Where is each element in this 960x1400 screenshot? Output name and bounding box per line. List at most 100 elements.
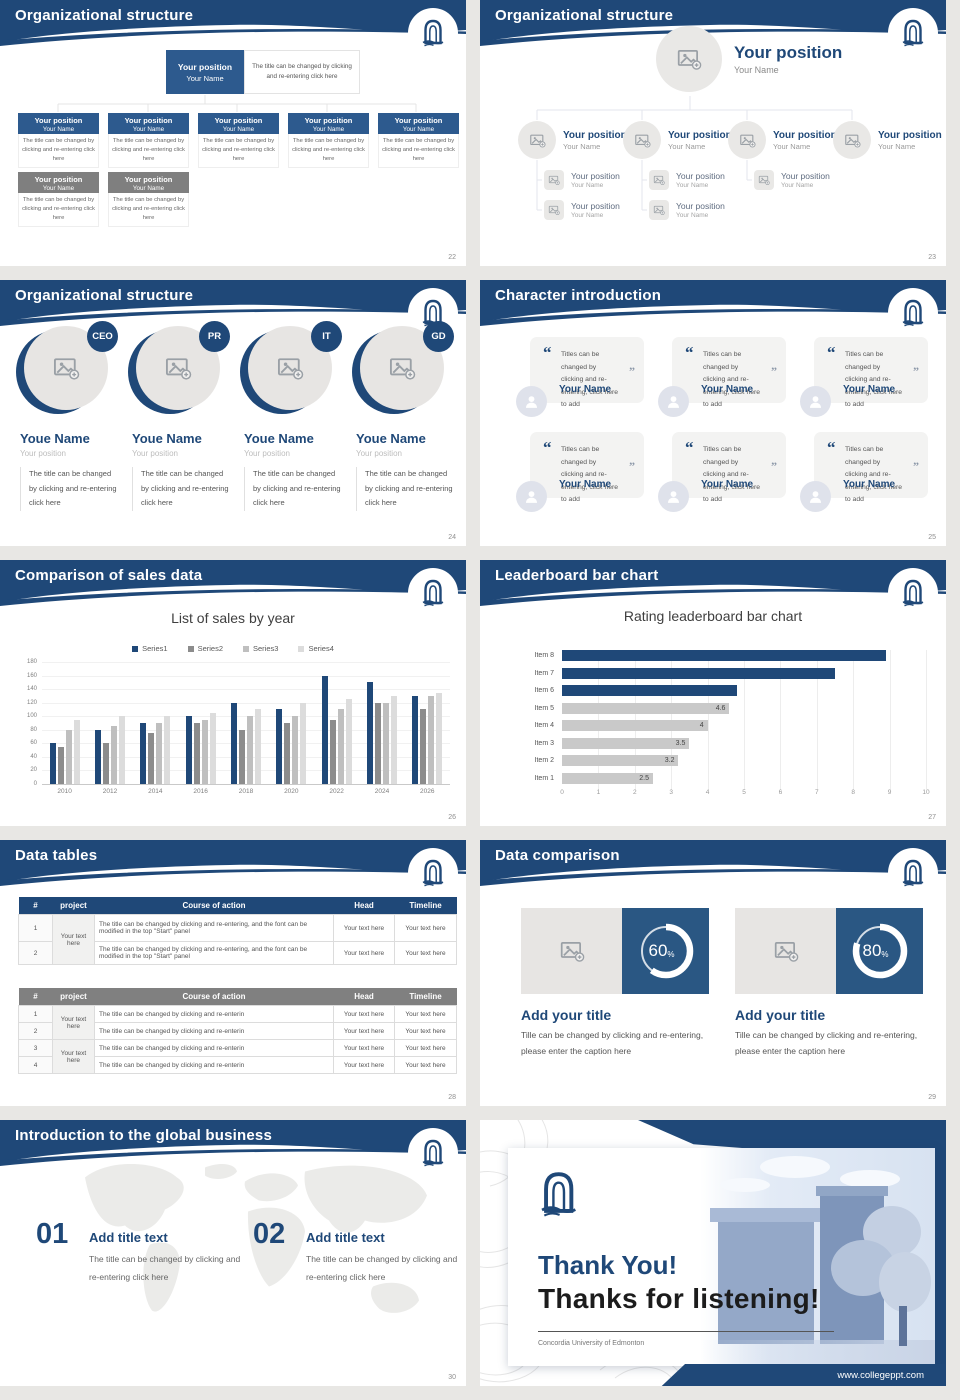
slide-23-organizational-structure[interactable]: Organizational structure Your position Y…	[480, 0, 946, 266]
name-label: Your Name	[668, 141, 706, 151]
quote-card: “ Titles can be changed by clicking and …	[516, 337, 644, 417]
name-label: Your Name	[312, 126, 345, 133]
thanks-for-listening-text: Thanks for listening!	[538, 1283, 820, 1314]
gridline	[671, 650, 673, 790]
bar-series2	[238, 729, 245, 784]
avatar	[516, 481, 547, 512]
node-desc: The title can be changed by clicking and…	[378, 134, 459, 168]
person-icon	[525, 396, 538, 408]
bar-value-label: 4	[699, 722, 704, 730]
page-number: 28	[448, 1094, 456, 1101]
bar-series3	[156, 723, 163, 784]
org-subnode: Your position Your Name	[544, 200, 620, 220]
org-subnode: Your position Your Name	[649, 170, 725, 190]
image-placeholder	[735, 908, 836, 994]
org-node: Your position Your Name The title can be …	[18, 172, 99, 227]
org-row-1: Your position Your Name The title can be …	[18, 113, 459, 168]
table-row: 2 The title can be changed by clicking a…	[18, 941, 457, 965]
close-quote-icon: ”	[629, 459, 635, 473]
team-members-row: CEO Youe Name Your position The title ca…	[16, 321, 457, 511]
row-number: 4	[18, 1056, 53, 1074]
bar	[562, 650, 886, 661]
panel-title: Add your title	[735, 1007, 826, 1023]
legend-label: Series3	[253, 644, 279, 653]
row-number: 2	[18, 1022, 53, 1040]
org-node: Your position Your Name	[833, 121, 942, 159]
gridline	[744, 650, 745, 790]
person-name: Your Name	[559, 384, 612, 395]
panel-caption: Tille can be changed by clicking and re-…	[735, 1030, 918, 1057]
bar-series3	[292, 716, 299, 784]
category-label: Item 2	[534, 757, 554, 765]
website-url: www.collegeppt.com	[837, 1370, 924, 1381]
bar-groups: 2010 2012 2014 2016 2018 2020 2022 2024 2026	[42, 662, 450, 795]
open-quote-icon: “	[685, 343, 694, 362]
bar-series1	[94, 729, 101, 784]
image-placeholder-icon	[653, 175, 665, 186]
gridline	[707, 650, 709, 790]
photo-placeholder-circle	[623, 121, 661, 159]
person-name: Your Name	[843, 479, 896, 490]
image-placeholder-icon	[774, 942, 798, 962]
bar-series4	[436, 692, 443, 784]
action-cell: The title can be changed by clicking and…	[94, 1039, 334, 1057]
category-label: Item 3	[534, 739, 554, 747]
legend-swatch	[243, 645, 249, 652]
bar-series3	[428, 695, 435, 784]
name-label: Your Name	[773, 141, 811, 151]
slide-25-character-introduction[interactable]: Character introduction “ Titles can be c…	[480, 280, 946, 546]
university-name: Concordia University of Edmonton	[538, 1340, 645, 1347]
slide-27-leaderboard-bar-chart[interactable]: Leaderboard bar chart Rating leaderboard…	[480, 560, 946, 826]
bar-series2	[57, 746, 64, 784]
bar-series2	[374, 702, 381, 784]
col-header: Head	[333, 897, 395, 915]
legend-label: Series2	[197, 644, 223, 653]
legend-swatch	[187, 645, 194, 652]
image-placeholder-icon	[529, 134, 546, 148]
slide-28-data-tables[interactable]: Data tables # project Course of action H…	[0, 840, 466, 1106]
position-label: Your position	[878, 129, 942, 141]
position-label: Your position	[34, 116, 83, 125]
x-axis-tick-label: 10	[922, 789, 930, 796]
avatar	[800, 386, 831, 417]
name-label: Your Name	[676, 212, 709, 219]
slide-24-organizational-structure[interactable]: Organizational structure CEO Youe Name Y…	[0, 280, 466, 546]
category-label: Item 4	[534, 722, 554, 730]
timeline-cell: Your text here	[394, 914, 457, 942]
position-label: Your position	[214, 116, 263, 125]
node-desc: The title can be changed by clicking and…	[108, 193, 189, 227]
y-axis-tick-label: 120	[26, 699, 37, 706]
bar-series1	[185, 716, 192, 784]
col-header: Course of action	[94, 897, 334, 915]
slide-26-comparison-of-sales-data[interactable]: Comparison of sales data List of sales b…	[0, 560, 466, 826]
org-root-node: Your position Your Name	[656, 26, 842, 92]
action-cell: The title can be changed by clicking and…	[94, 1056, 334, 1074]
x-axis-tick-label: 5	[742, 789, 746, 796]
bar-series4	[345, 699, 352, 784]
slide-31-thank-you[interactable]: Thank You! Thanks for listening! Concord…	[480, 1120, 946, 1386]
photo-placeholder-circle	[518, 121, 556, 159]
slide-30-global-business[interactable]: Introduction to the global business 01 A…	[0, 1120, 466, 1386]
col-header: Head	[333, 988, 395, 1006]
x-axis-tick-label: 9	[887, 789, 892, 796]
project-cell: Your text here	[52, 1005, 95, 1040]
grouped-bar-chart: 0 20 40 60 80 100 120 140 160 180 2010 2012 2014 2016…	[27, 659, 450, 795]
comparison-panel: 60%	[521, 908, 709, 994]
org-node: Your position Your Name The title can be …	[18, 113, 99, 168]
timeline-cell: Your text here	[394, 1005, 457, 1023]
bar-group: 2022	[321, 662, 352, 795]
page-number: 30	[448, 1374, 456, 1381]
chart-legend: Series1 Series2 Series3 Series4	[0, 644, 466, 653]
col-header: Course of action	[94, 988, 334, 1006]
slide-title: Organizational structure	[15, 7, 194, 24]
member-desc: The title can be changed by clicking and…	[244, 467, 345, 511]
name-label: Your Name	[186, 73, 224, 83]
data-table-gray: # project Course of action Head Timeline…	[18, 988, 457, 1074]
org-subnode: Your position Your Name	[544, 170, 620, 190]
slide-22-organizational-structure[interactable]: Organizational structure Your position Y…	[0, 0, 466, 266]
head-cell: Your text here	[333, 1039, 395, 1057]
bar-series1	[276, 709, 283, 784]
y-axis-tick-label: 80	[30, 726, 37, 733]
name-label: Your Name	[42, 185, 75, 192]
slide-29-data-comparison[interactable]: Data comparison 60% Add your title Tille…	[480, 840, 946, 1106]
